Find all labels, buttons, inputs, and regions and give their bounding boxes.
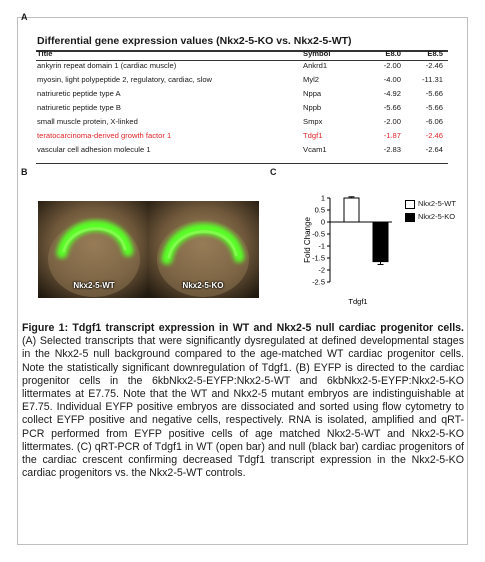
table-bottom-rule: [36, 163, 448, 164]
row-symbol: Nppa: [303, 89, 322, 98]
caption-body: (A) Selected transcripts that were signi…: [22, 335, 464, 480]
table-top-rule: [36, 50, 448, 52]
legend-label-ko: Nkx2-5-KO: [418, 212, 456, 221]
embryo-image-wt: [38, 201, 150, 298]
y-tick-label: -1.5: [312, 254, 325, 263]
bar-chart: 1 0.5 0 -0.5 -1 -1.5 -2 -2.5 Fold Change Tdgf1: [303, 194, 392, 306]
legend-label-wt: Nkx2-5-WT: [418, 199, 456, 208]
y-tick-label: 0.5: [315, 206, 325, 215]
table-row: ankyrin repeat domain 1 (cardiac muscle)…: [0, 61, 485, 73]
row-e80: -2.83: [383, 145, 401, 154]
row-e85: -5.66: [425, 89, 443, 98]
panel-label-a: A: [21, 12, 28, 22]
row-symbol: Vcam1: [303, 145, 327, 154]
micrograph-label-wt: Nkx2-5-WT: [73, 281, 115, 290]
row-symbol: Tdgf1: [303, 131, 323, 140]
figure-caption: Figure 1: Tdgf1 transcript expression in…: [22, 322, 464, 480]
panel-label-c: C: [270, 167, 277, 177]
row-e80: -2.00: [383, 61, 401, 70]
x-category-label: Tdgf1: [348, 297, 367, 306]
row-e80: -4.00: [383, 75, 401, 84]
micrograph-ko: Nkx2-5-KO: [147, 201, 259, 298]
row-title: myosin, light polypeptide 2, regulatory,…: [37, 75, 213, 84]
header-e85: E8.5: [427, 49, 443, 58]
row-title: teratocarcinoma-derived growth factor 1: [37, 131, 172, 140]
y-tick-label: -2: [318, 266, 325, 275]
row-symbol: Smpx: [303, 117, 323, 126]
row-title: natriuretic peptide type B: [37, 103, 122, 112]
row-title: ankyrin repeat domain 1 (cardiac muscle): [37, 61, 177, 70]
legend-swatch-ko: [405, 212, 415, 222]
bar-nkx2-5-wt: [343, 197, 360, 223]
table-header-row: Title Symbol E8.0 E8.5: [0, 49, 485, 61]
table-row: natriuretic peptide type A Nppa -4.92 -5…: [0, 89, 485, 101]
row-e85: -5.66: [425, 103, 443, 112]
micrograph-label-ko: Nkx2-5-KO: [182, 281, 224, 290]
caption-title: Figure 1: Tdgf1 transcript expression in…: [22, 322, 464, 334]
row-e80: -1.87: [383, 131, 401, 140]
row-title: small muscle protein, X-linked: [37, 117, 138, 126]
y-tick-label: 0: [321, 218, 325, 227]
header-symbol: Symbol: [303, 49, 331, 58]
row-e80: -2.00: [383, 117, 401, 126]
table-row-highlighted: teratocarcinoma-derived growth factor 1 …: [0, 131, 485, 143]
embryo-image-ko: [147, 201, 259, 298]
table-row: vascular cell adhesion molecule 1 Vcam1 …: [0, 145, 485, 157]
header-e80: E8.0: [385, 49, 401, 58]
legend-swatch-wt: [405, 199, 415, 209]
legend-item-ko: Nkx2-5-KO: [405, 212, 455, 222]
y-axis-title: Fold Change: [303, 217, 312, 263]
panel-label-b: B: [21, 167, 28, 177]
row-symbol: Ankrd1: [303, 61, 328, 70]
row-e85: -2.46: [425, 61, 443, 70]
table-header-rule: [36, 60, 448, 61]
header-title: Title: [37, 49, 53, 58]
y-tick-label: -2.5: [312, 278, 325, 287]
row-symbol: Myl2: [303, 75, 320, 84]
y-tick-label: -0.5: [312, 230, 325, 239]
y-tick-label: 1: [321, 194, 325, 203]
micrograph-wt: Nkx2-5-WT: [38, 201, 150, 298]
row-e85: -6.06: [425, 117, 443, 126]
row-title: natriuretic peptide type A: [37, 89, 121, 98]
bar-nkx2-5-ko: [372, 221, 389, 263]
figure-frame: [17, 17, 468, 545]
legend-item-wt: Nkx2-5-WT: [405, 199, 456, 209]
row-title: vascular cell adhesion molecule 1: [37, 145, 151, 154]
table-title: Differential gene expression values (Nkx…: [37, 35, 352, 47]
table-row: myosin, light polypeptide 2, regulatory,…: [0, 75, 485, 87]
table-row: small muscle protein, X-linked Smpx -2.0…: [0, 117, 485, 129]
row-e80: -5.66: [383, 103, 401, 112]
row-e85: -2.46: [425, 131, 443, 140]
row-symbol: Nppb: [303, 103, 322, 112]
y-tick-label: -1: [318, 242, 325, 251]
row-e80: -4.92: [383, 89, 401, 98]
row-e85: -11.31: [422, 75, 443, 84]
row-e85: -2.64: [425, 145, 443, 154]
table-row: natriuretic peptide type B Nppb -5.66 -5…: [0, 103, 485, 115]
